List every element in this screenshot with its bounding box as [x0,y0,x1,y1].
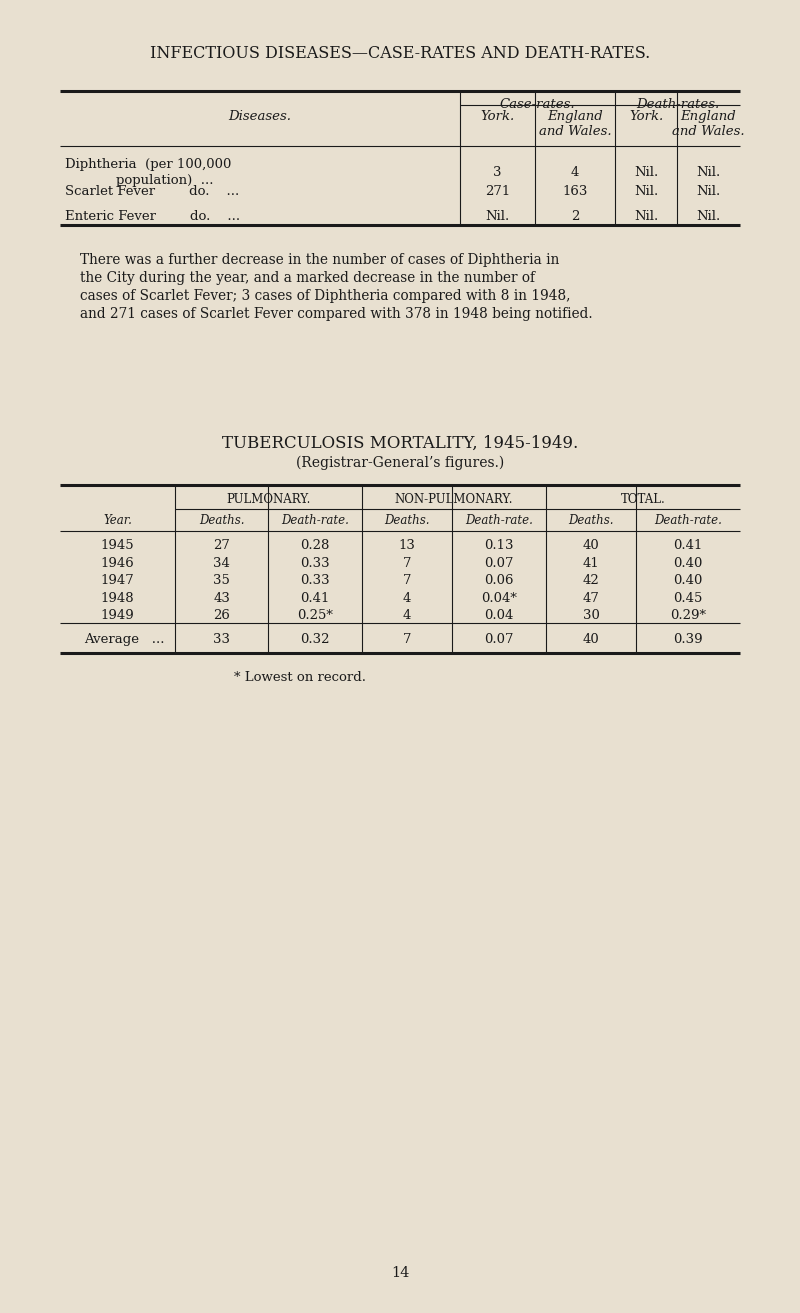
Text: Nil.: Nil. [696,210,721,223]
Text: 42: 42 [582,574,599,587]
Text: Deaths.: Deaths. [568,513,614,527]
Text: 27: 27 [213,540,230,551]
Text: Nil.: Nil. [486,210,510,223]
Text: Death-rate.: Death-rate. [465,513,533,527]
Text: 47: 47 [582,591,599,604]
Text: 7: 7 [402,557,411,570]
Text: 0.04*: 0.04* [481,591,517,604]
Text: 0.13: 0.13 [484,540,514,551]
Text: 0.33: 0.33 [300,574,330,587]
Text: 7: 7 [402,633,411,646]
Text: 163: 163 [562,185,588,198]
Text: 0.40: 0.40 [674,557,702,570]
Text: 7: 7 [402,574,411,587]
Text: There was a further decrease in the number of cases of Diphtheria in: There was a further decrease in the numb… [80,253,559,267]
Text: 0.29*: 0.29* [670,609,706,622]
Text: 4: 4 [403,609,411,622]
Text: 2: 2 [571,210,579,223]
Text: 0.39: 0.39 [673,633,703,646]
Text: INFECTIOUS DISEASES—CASE-RATES AND DEATH-RATES.: INFECTIOUS DISEASES—CASE-RATES AND DEATH… [150,45,650,62]
Text: 0.40: 0.40 [674,574,702,587]
Text: 13: 13 [398,540,415,551]
Text: 0.33: 0.33 [300,557,330,570]
Text: Year.: Year. [103,513,132,527]
Text: Case-rates.: Case-rates. [500,98,575,112]
Text: Scarlet Fever        do.    ...: Scarlet Fever do. ... [65,185,239,198]
Text: TOTAL.: TOTAL. [621,492,666,506]
Text: 40: 40 [582,540,599,551]
Text: Diphtheria  (per 100,000: Diphtheria (per 100,000 [65,158,231,171]
Text: PULMONARY.: PULMONARY. [226,492,310,506]
Text: Nil.: Nil. [696,165,721,179]
Text: England
and Wales.: England and Wales. [672,110,745,138]
Text: Nil.: Nil. [696,185,721,198]
Text: Nil.: Nil. [634,185,658,198]
Text: 40: 40 [582,633,599,646]
Text: Enteric Fever        do.    ...: Enteric Fever do. ... [65,210,240,223]
Text: 0.04: 0.04 [484,609,514,622]
Text: Nil.: Nil. [634,165,658,179]
Text: 1947: 1947 [101,574,134,587]
Text: 271: 271 [485,185,510,198]
Text: 34: 34 [213,557,230,570]
Text: cases of Scarlet Fever; 3 cases of Diphtheria compared with 8 in 1948,: cases of Scarlet Fever; 3 cases of Dipht… [80,289,570,303]
Text: the City during the year, and a marked decrease in the number of: the City during the year, and a marked d… [80,270,535,285]
Text: 43: 43 [213,591,230,604]
Text: 1946: 1946 [101,557,134,570]
Text: TUBERCULOSIS MORTALITY, 1945-1949.: TUBERCULOSIS MORTALITY, 1945-1949. [222,435,578,452]
Text: England
and Wales.: England and Wales. [538,110,611,138]
Text: Death-rate.: Death-rate. [281,513,349,527]
Text: 0.28: 0.28 [300,540,330,551]
Text: Diseases.: Diseases. [229,110,291,123]
Text: Deaths.: Deaths. [198,513,244,527]
Text: 0.06: 0.06 [484,574,514,587]
Text: 26: 26 [213,609,230,622]
Text: and 271 cases of Scarlet Fever compared with 378 in 1948 being notified.: and 271 cases of Scarlet Fever compared … [80,307,593,320]
Text: 0.45: 0.45 [674,591,702,604]
Text: * Lowest on record.: * Lowest on record. [234,671,366,684]
Text: 0.25*: 0.25* [297,609,333,622]
Text: Deaths.: Deaths. [384,513,430,527]
Text: 0.32: 0.32 [300,633,330,646]
Text: 0.41: 0.41 [674,540,702,551]
Text: 41: 41 [582,557,599,570]
Text: 4: 4 [571,165,579,179]
Text: Death-rate.: Death-rate. [654,513,722,527]
Text: Average   ...: Average ... [85,633,165,646]
Text: 1949: 1949 [101,609,134,622]
Text: Nil.: Nil. [634,210,658,223]
Text: population)  ...: population) ... [65,175,214,186]
Text: (Registrar-General’s figures.): (Registrar-General’s figures.) [296,456,504,470]
Text: York.: York. [629,110,663,123]
Text: 14: 14 [391,1266,409,1280]
Text: 33: 33 [213,633,230,646]
Text: 1948: 1948 [101,591,134,604]
Text: 4: 4 [403,591,411,604]
Text: 0.41: 0.41 [300,591,330,604]
Text: 3: 3 [494,165,502,179]
Text: 35: 35 [213,574,230,587]
Text: 30: 30 [582,609,599,622]
Text: NON-PULMONARY.: NON-PULMONARY. [394,492,514,506]
Text: York.: York. [480,110,514,123]
Text: Death-rates.: Death-rates. [636,98,719,112]
Text: 0.07: 0.07 [484,557,514,570]
Text: 1945: 1945 [101,540,134,551]
Text: 0.07: 0.07 [484,633,514,646]
